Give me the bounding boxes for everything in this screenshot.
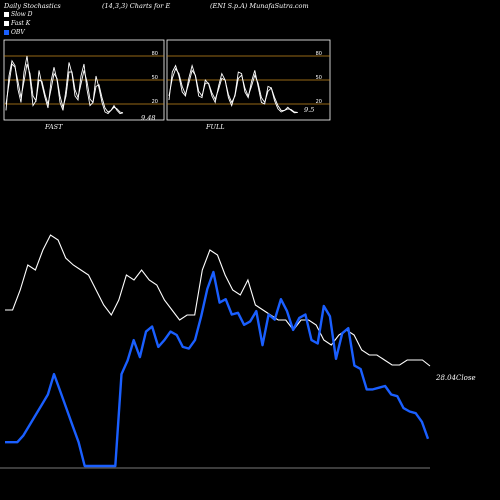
- panel-tick-fast-50: 50: [152, 75, 158, 81]
- panel-label-full: FULL: [206, 123, 225, 131]
- header-left: Daily Stochastics: [4, 2, 61, 10]
- legend-obv-swatch: [4, 30, 9, 35]
- panel-label-fast: FAST: [45, 123, 63, 131]
- close-price-label: 28.04Close: [436, 374, 476, 382]
- panel-tick-fast-80: 80: [152, 51, 158, 57]
- panel-series-fast-1: [5, 63, 124, 114]
- header-right: (ENI S.p.A) MunafaSutra.com: [210, 2, 309, 10]
- legend-fast-k-label: Fast K: [11, 20, 31, 27]
- legend-obv-label: OBV: [11, 29, 25, 36]
- panel-tick-fast-20: 20: [152, 99, 158, 105]
- legend-slow-d-label: Slow D: [11, 11, 33, 18]
- legend-slow-d-swatch: [4, 12, 9, 17]
- panel-tick-full-50: 50: [316, 75, 322, 81]
- legend-fast-k: Fast K: [4, 20, 30, 27]
- fast-last-value: 9.48: [141, 114, 156, 122]
- panel-series-full-1: [168, 67, 298, 113]
- panel-tick-full-80: 80: [316, 51, 322, 57]
- header-center: (14,3,3) Charts for E: [102, 2, 171, 10]
- obv-line: [5, 270, 430, 468]
- legend-obv: OBV: [4, 29, 25, 36]
- price-line: [5, 234, 431, 367]
- panel-tick-full-20: 20: [316, 99, 322, 105]
- full-last-value: 9.5: [304, 106, 315, 114]
- legend-fast-k-swatch: [4, 21, 9, 26]
- legend-slow-d: Slow D: [4, 11, 33, 18]
